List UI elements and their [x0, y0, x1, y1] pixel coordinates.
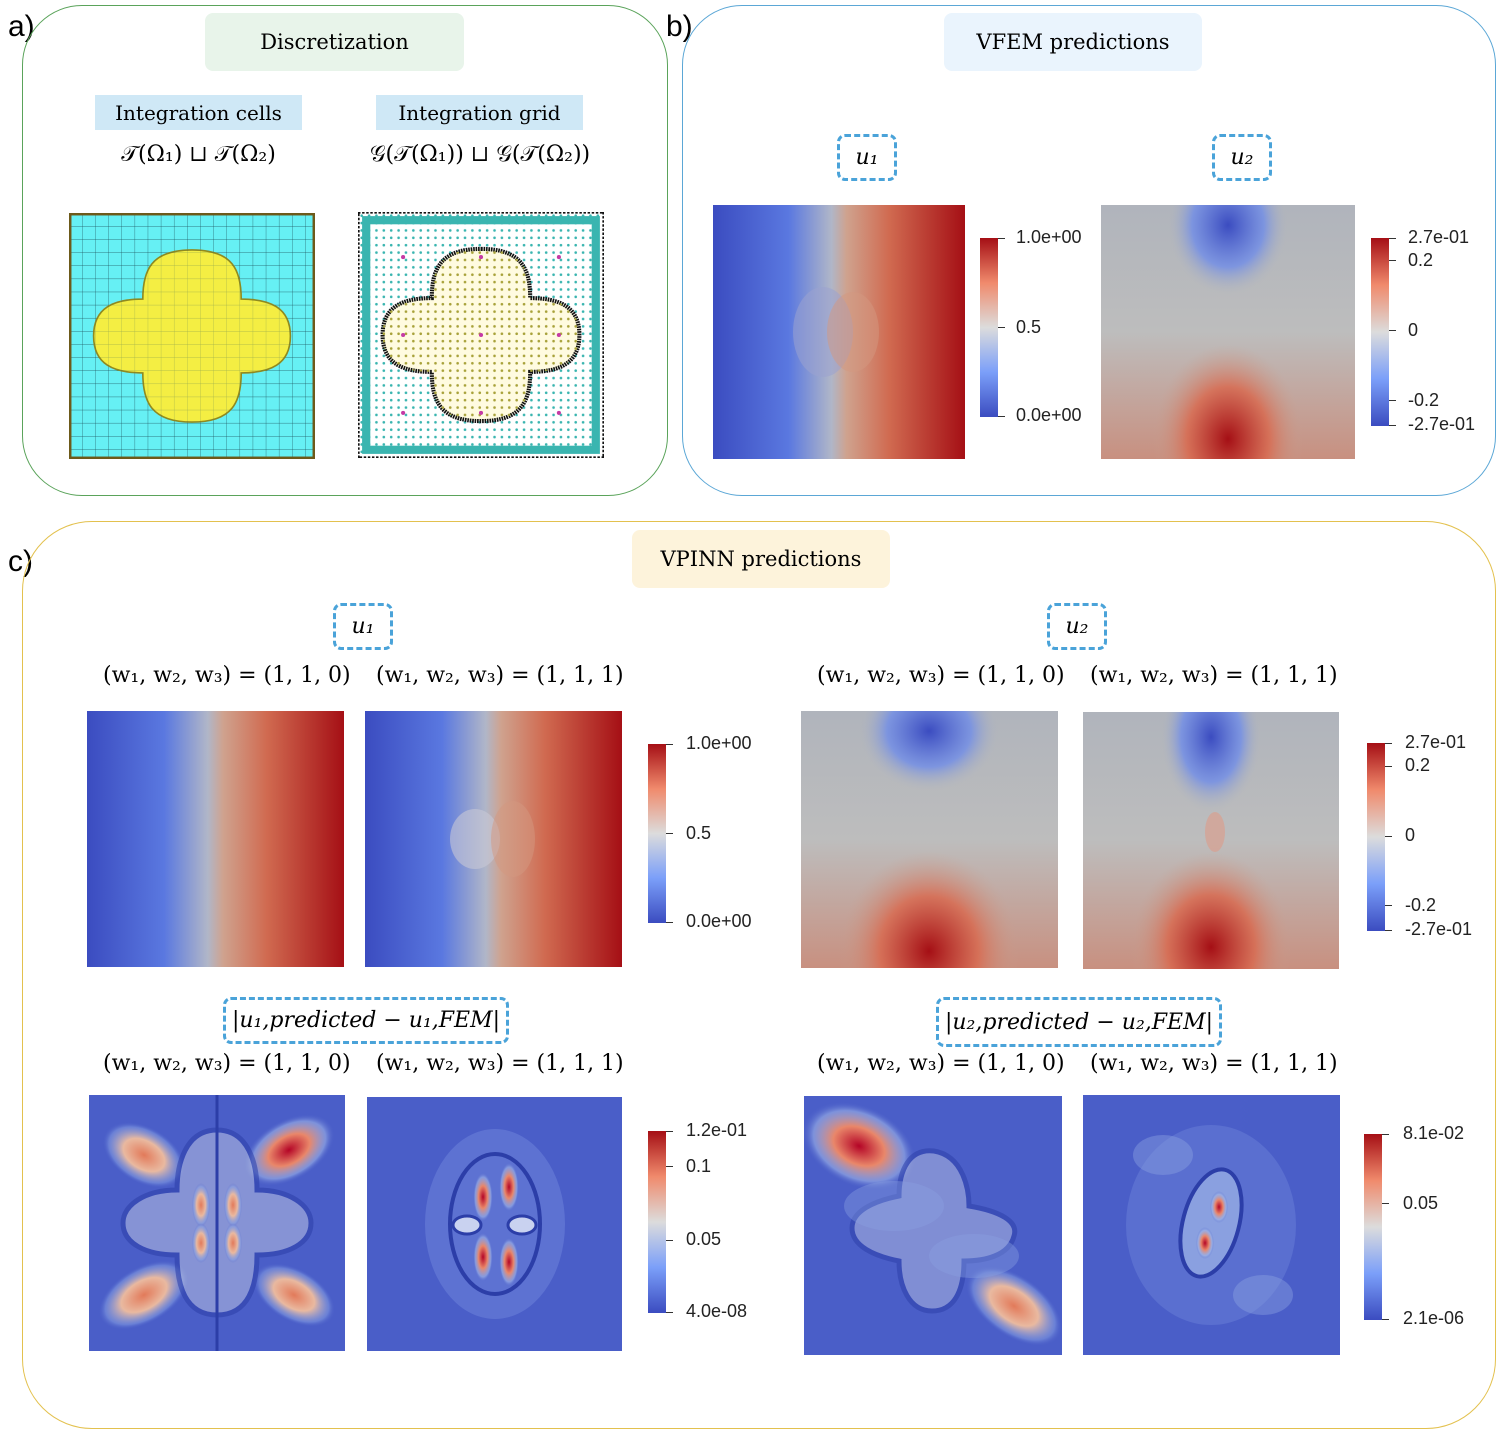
vfem-u2-cb-0: 0: [1408, 320, 1419, 340]
vpinn-u2-cb-02: 0.2: [1405, 755, 1431, 775]
panel-a-frame: [22, 5, 668, 496]
vfem-u2-cb-n02: -0.2: [1408, 390, 1440, 410]
vfem-u1-field: [713, 205, 965, 459]
vfem-u2-label: u₂: [1212, 134, 1272, 181]
vfem-u2-cb-min: -2.7e-01: [1408, 414, 1476, 434]
integration-cells-mesh: [69, 213, 315, 459]
integration-cells-tag: Integration cells: [95, 95, 302, 130]
err1-w111-field: [367, 1097, 622, 1351]
err1-colorbar: [648, 1131, 666, 1313]
discretization-title: Discretization: [205, 13, 464, 71]
vfem-u1-cb-mid: 0.5: [1016, 317, 1042, 337]
vfem-u1-label: u₁: [837, 134, 897, 181]
err1-w110-field: [89, 1095, 345, 1351]
vfem-u1-cb-min: 0.0e+00: [1016, 405, 1082, 425]
err2-w111-label: (w₁, w₂, w₃) = (1, 1, 1): [1090, 1051, 1338, 1076]
err2-colorbar: [1364, 1134, 1382, 1320]
vpinn-u1-colorbar: [648, 744, 666, 923]
vpinn-u1-cb-min: 0.0e+00: [686, 911, 752, 931]
vpinn-u2-w110-field: [801, 711, 1058, 968]
integration-grid-tag: Integration grid: [376, 95, 583, 130]
vpinn-u2-cb-max: 2.7e-01: [1405, 732, 1467, 752]
vpinn-u2-label: u₂: [1047, 603, 1107, 650]
vpinn-u1-label: u₁: [333, 603, 393, 650]
err1-cb-max: 1.2e-01: [686, 1120, 748, 1140]
vfem-u1-cb-max: 1.0e+00: [1016, 227, 1082, 247]
u2-error-label: |u₂,predicted − u₂,FEM|: [936, 997, 1222, 1047]
vpinn-u1-w111-field: [365, 711, 622, 967]
vpinn-u1-w110-field: [87, 711, 344, 967]
u1-w111-label: (w₁, w₂, w₃) = (1, 1, 1): [376, 663, 624, 688]
err2-w110-label: (w₁, w₂, w₃) = (1, 1, 0): [817, 1051, 1065, 1076]
vpinn-title: VPINN predictions: [632, 530, 890, 588]
err1-w111-label: (w₁, w₂, w₃) = (1, 1, 1): [376, 1051, 624, 1076]
integration-cells-formula: 𝒯(Ω₁) ⊔ 𝒯(Ω₂): [121, 142, 276, 167]
integration-grid-formula: 𝒢(𝒯(Ω₁)) ⊔ 𝒢(𝒯(Ω₂)): [369, 142, 591, 167]
err2-cb-max: 8.1e-02: [1403, 1123, 1465, 1143]
err2-w111-field: [1083, 1095, 1340, 1355]
u1-error-label: |u₁,predicted − u₁,FEM|: [223, 997, 509, 1044]
vpinn-u1-cb-mid: 0.5: [686, 823, 712, 843]
u2-w111-label: (w₁, w₂, w₃) = (1, 1, 1): [1090, 663, 1338, 688]
panel-c-frame: [22, 521, 1496, 1429]
vpinn-u2-cb-min: -2.7e-01: [1405, 919, 1473, 939]
err1-w110-label: (w₁, w₂, w₃) = (1, 1, 0): [103, 1051, 351, 1076]
err1-cb-min: 4.0e-08: [686, 1301, 748, 1321]
err1-cb-005: 0.05: [686, 1229, 722, 1249]
integration-grid-points: [358, 212, 604, 458]
vpinn-u2-w111-field: [1083, 712, 1339, 969]
vpinn-u1-cb-max: 1.0e+00: [686, 733, 752, 753]
u2-w110-label: (w₁, w₂, w₃) = (1, 1, 0): [817, 663, 1065, 688]
vfem-u2-colorbar: [1371, 238, 1389, 426]
err2-w110-field: [804, 1096, 1062, 1355]
vpinn-u2-cb-n02: -0.2: [1405, 895, 1437, 915]
err2-cb-005: 0.05: [1403, 1193, 1439, 1213]
err2-cb-min: 2.1e-06: [1403, 1308, 1465, 1328]
err1-cb-01: 0.1: [686, 1156, 712, 1176]
vfem-u2-cb-max: 2.7e-01: [1408, 227, 1470, 247]
vfem-u2-field: [1101, 205, 1355, 459]
panel-b-frame: [682, 5, 1496, 496]
u1-w110-label: (w₁, w₂, w₃) = (1, 1, 0): [103, 663, 351, 688]
vpinn-u2-cb-0: 0: [1405, 825, 1416, 845]
vpinn-u2-colorbar: [1367, 743, 1385, 931]
vfem-u2-cb-02: 0.2: [1408, 250, 1434, 270]
vfem-u1-colorbar: [980, 238, 998, 417]
vfem-title: VFEM predictions: [944, 13, 1202, 71]
